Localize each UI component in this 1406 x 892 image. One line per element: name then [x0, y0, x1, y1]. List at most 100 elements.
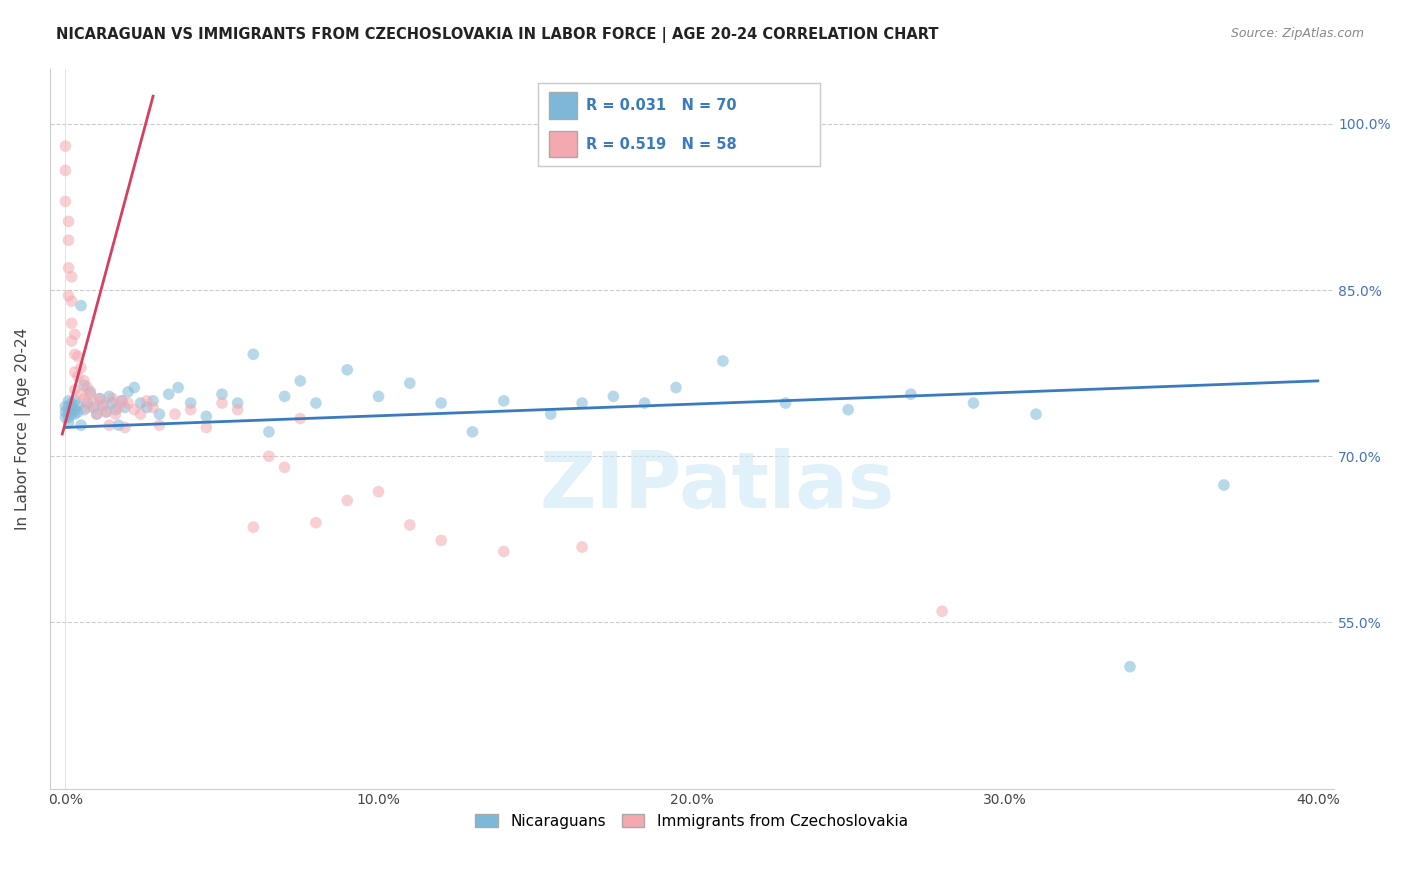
Point: [124, 402, 146, 417]
Point: [66, 350, 89, 364]
Point: [111, 393, 134, 408]
Point: [117, 384, 139, 399]
Point: [226, 402, 249, 417]
Point: [142, 393, 165, 408]
Point: [195, 420, 218, 434]
Point: [76, 380, 98, 394]
Point: [73, 392, 96, 406]
Point: [540, 407, 562, 421]
Point: [398, 517, 420, 532]
Point: [70, 299, 93, 313]
Point: [167, 380, 190, 394]
Point: [634, 396, 657, 410]
Point: [79, 387, 101, 401]
Point: [107, 418, 129, 433]
Point: [492, 544, 515, 558]
Point: [70, 360, 93, 375]
Point: [83, 401, 105, 415]
Point: [63, 383, 86, 397]
Point: [571, 396, 593, 410]
Point: [290, 411, 312, 425]
Point: [79, 384, 101, 399]
Point: [837, 402, 859, 417]
Point: [163, 407, 186, 421]
Point: [180, 396, 202, 410]
Point: [242, 520, 264, 534]
Point: [257, 449, 280, 463]
Point: [124, 380, 146, 394]
Point: [55, 400, 77, 414]
Point: [101, 396, 124, 410]
Point: [98, 389, 121, 403]
Point: [775, 396, 797, 410]
Point: [1119, 659, 1142, 673]
Point: [63, 402, 86, 417]
Point: [665, 380, 688, 394]
Point: [336, 363, 359, 377]
Point: [94, 405, 117, 419]
Point: [86, 407, 108, 421]
Point: [117, 396, 139, 410]
Point: [73, 374, 96, 388]
Point: [211, 396, 233, 410]
Point: [367, 484, 389, 499]
Point: [98, 418, 121, 433]
Point: [63, 407, 86, 421]
Point: [1025, 407, 1047, 421]
Point: [114, 420, 136, 434]
Point: [63, 347, 86, 361]
Point: [55, 194, 77, 209]
Point: [73, 378, 96, 392]
Point: [60, 407, 83, 421]
Y-axis label: In Labor Force | Age 20-24: In Labor Force | Age 20-24: [15, 327, 31, 530]
Point: [83, 396, 105, 410]
Point: [180, 402, 202, 417]
Point: [273, 460, 295, 475]
Point: [273, 389, 295, 403]
Point: [55, 163, 77, 178]
Point: [70, 387, 93, 401]
Point: [55, 405, 77, 419]
Point: [89, 392, 111, 406]
Point: [91, 398, 114, 412]
Point: [60, 402, 83, 417]
Point: [114, 401, 136, 415]
Point: [55, 410, 77, 425]
Point: [66, 369, 89, 384]
Text: NICARAGUAN VS IMMIGRANTS FROM CZECHOSLOVAKIA IN LABOR FORCE | AGE 20-24 CORRELAT: NICARAGUAN VS IMMIGRANTS FROM CZECHOSLOV…: [56, 27, 939, 43]
Point: [367, 389, 389, 403]
Text: ZIPatlas: ZIPatlas: [540, 448, 894, 524]
Point: [142, 401, 165, 415]
Point: [66, 398, 89, 412]
Point: [60, 269, 83, 284]
Point: [60, 294, 83, 309]
Point: [94, 405, 117, 419]
Point: [1213, 478, 1236, 492]
Point: [86, 407, 108, 421]
Point: [70, 418, 93, 433]
Point: [129, 407, 152, 421]
Point: [58, 214, 80, 228]
Point: [305, 396, 328, 410]
Point: [336, 493, 359, 508]
Point: [55, 139, 77, 153]
Point: [148, 407, 170, 421]
Point: [931, 604, 953, 618]
Point: [58, 260, 80, 275]
Point: [148, 418, 170, 433]
Point: [63, 393, 86, 408]
Point: [430, 396, 453, 410]
Point: [76, 396, 98, 410]
Point: [711, 354, 734, 368]
Point: [58, 416, 80, 430]
Point: [571, 540, 593, 554]
Point: [257, 425, 280, 439]
Point: [461, 425, 484, 439]
Point: [104, 407, 127, 421]
Point: [602, 389, 624, 403]
Point: [430, 533, 453, 548]
Point: [60, 334, 83, 348]
Point: [195, 409, 218, 424]
Point: [101, 392, 124, 406]
Point: [60, 401, 83, 415]
